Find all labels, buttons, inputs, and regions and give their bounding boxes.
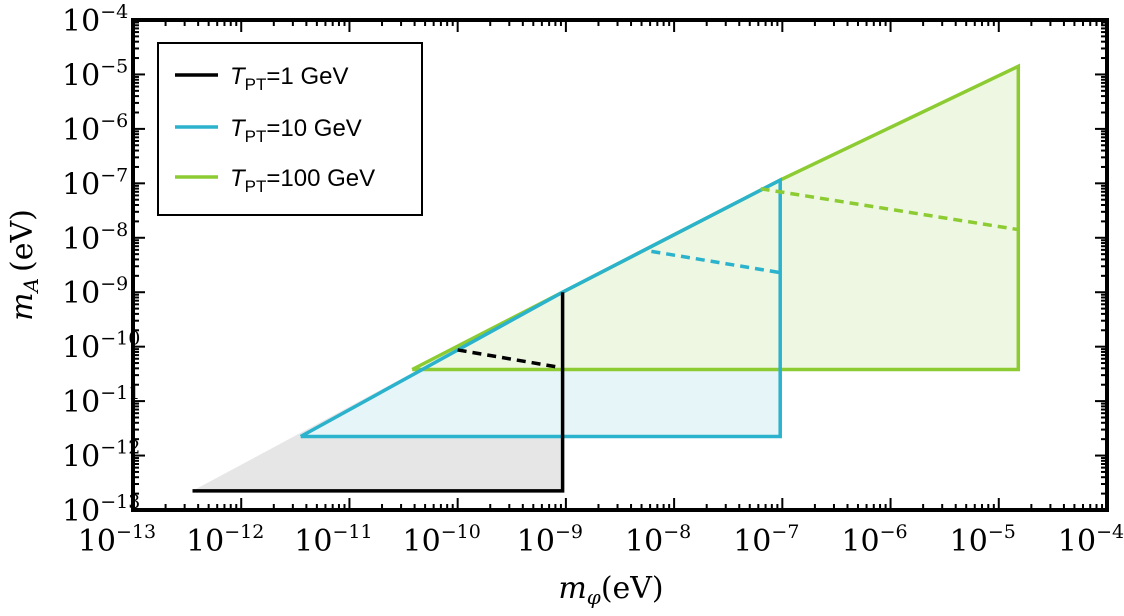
x-tick-label: 10−6	[841, 521, 907, 559]
legend-label-100gev: TPT=100 GeV	[230, 165, 375, 196]
y-tick-label: 10−11	[62, 382, 140, 420]
x-tick-label: 10−4	[1058, 521, 1124, 559]
legend: TPT=1 GeV TPT=10 GeV TPT=100 GeV	[157, 42, 423, 216]
region-fill-0	[192, 292, 563, 491]
legend-box	[157, 42, 423, 216]
x-tick-label: 10−13	[78, 521, 156, 559]
y-tick-label: 10−4	[62, 1, 128, 39]
y-tick-label: 10−8	[62, 219, 128, 257]
x-tick-label: 10−7	[733, 521, 799, 559]
x-tick-label: 10−9	[517, 521, 583, 559]
y-tick-label: 10−6	[62, 110, 128, 148]
plot-frame	[131, 18, 1109, 512]
dashed-boundary-2	[760, 187, 1019, 232]
x-tick-label: 10−11	[294, 521, 372, 559]
tick-labels: 10−13 10−12 10−11 10−10 10−9 10−8 10−7 10−6 10−5…	[62, 1, 1124, 559]
legend-label-10gev: TPT=10 GeV	[230, 115, 362, 146]
y-tick-label: 10−13	[62, 491, 140, 529]
shaded-regions	[192, 63, 1021, 493]
x-tick-label: 10−8	[625, 521, 691, 559]
x-axis-label: mφ(eV)	[558, 571, 663, 609]
region-outline-1	[299, 177, 782, 439]
y-tick-label: 10−12	[62, 437, 140, 475]
y-tick-label: 10−7	[62, 164, 128, 202]
y-tick-label: 10−10	[62, 328, 140, 366]
x-tick-label: 10−5	[950, 521, 1016, 559]
legend-label-1gev: TPT=1 GeV	[230, 63, 348, 94]
y-axis-label: mA(eV)	[5, 209, 43, 321]
dashed-boundary-1	[651, 249, 781, 275]
x-tick-label: 10−10	[403, 521, 481, 559]
x-tick-label: 10−12	[186, 521, 264, 559]
region-outline-0	[192, 292, 565, 493]
dashed-boundary-0	[457, 348, 563, 370]
y-tick-label: 10−5	[62, 55, 128, 93]
y-tick-label: 10−9	[62, 273, 128, 311]
